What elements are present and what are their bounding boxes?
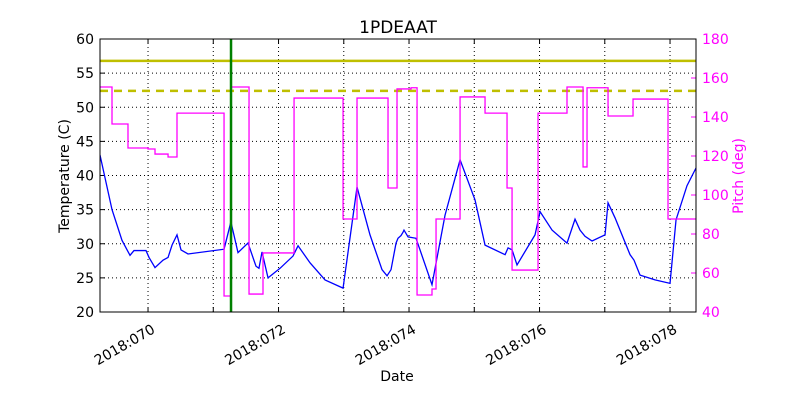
y2-tick-label: 140 <box>702 110 729 126</box>
x-tick-label: 2018:072 <box>222 322 288 369</box>
x-tick-label: 2018:076 <box>483 322 549 369</box>
y-tick-label: 20 <box>76 305 94 321</box>
y2-tick-label: 180 <box>702 32 729 48</box>
y-axis-label: Temperature (C) <box>57 119 73 234</box>
y2-tick-label: 120 <box>702 149 729 165</box>
y-tick-label: 25 <box>76 271 94 287</box>
x-axis-label: Date <box>380 369 413 385</box>
plot-frame <box>99 38 697 313</box>
y-tick-label: 40 <box>76 169 94 185</box>
y-tick-label: 60 <box>76 32 94 48</box>
y-tick-label: 30 <box>76 237 94 253</box>
y2-axis-label: Pitch (deg) <box>731 138 747 214</box>
y2-tick-label: 100 <box>702 188 729 204</box>
x-tick-label: 2018:070 <box>92 322 158 369</box>
chart-title: 1PDEAAT <box>359 18 437 38</box>
y-tick-label: 45 <box>76 134 94 150</box>
y-tick-label: 50 <box>76 100 94 116</box>
temperature-line <box>100 154 696 290</box>
pitch-line <box>100 86 696 297</box>
y2-tick-label: 80 <box>702 227 720 243</box>
y2-tick-label: 160 <box>702 71 729 87</box>
y-tick-label: 55 <box>76 66 94 82</box>
x-tick-label: 2018:074 <box>353 322 419 369</box>
y2-tick-label: 40 <box>702 305 720 321</box>
y-tick-label: 35 <box>76 203 94 219</box>
y2-tick-label: 60 <box>702 266 720 282</box>
x-tick-label: 2018:078 <box>614 322 680 369</box>
